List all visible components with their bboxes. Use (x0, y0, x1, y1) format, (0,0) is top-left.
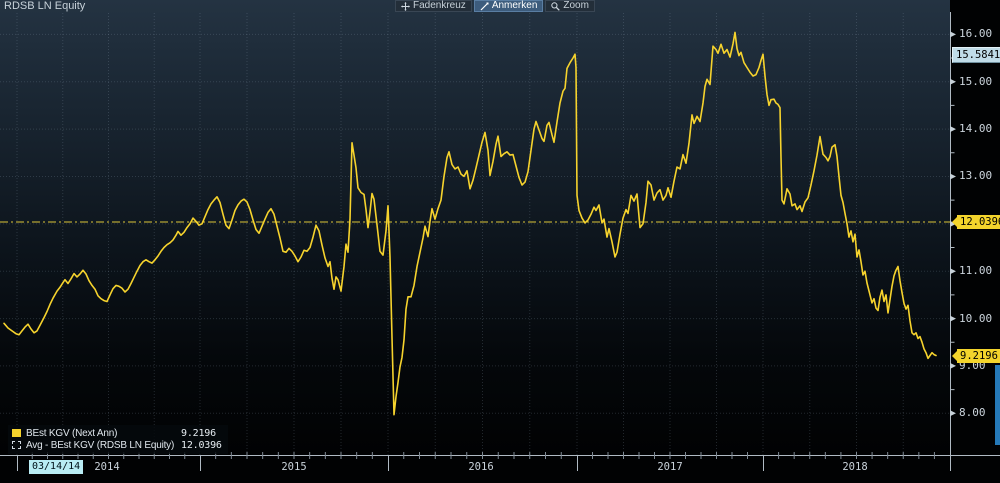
y-axis-tick-label: 10.00 (959, 311, 993, 325)
chart-toolbar: Fadenkreuz Anmerken Zoom (395, 0, 595, 12)
zoom-button-label: Zoom (563, 0, 589, 11)
y-axis-tick-label: 16.00 (959, 27, 993, 41)
annotate-button[interactable]: Anmerken (473, 0, 544, 12)
y-axis-tick-label: 13.00 (959, 169, 993, 183)
x-axis-year-label: 2014 (94, 461, 120, 473)
start-date-badge: 03/14/14 (29, 460, 84, 474)
y-axis-tick-label: 11.00 (959, 264, 993, 278)
security-title: RDSB LN Equity (4, 0, 86, 12)
x-axis-year-label: 2018 (842, 461, 868, 473)
zoom-button[interactable]: Zoom (545, 0, 595, 12)
crosshair-button[interactable]: Fadenkreuz (395, 0, 472, 12)
right-edge-scrollbar[interactable] (995, 365, 1000, 445)
crosshair-button-label: Fadenkreuz (413, 0, 466, 11)
legend-series-label: BEst KGV (Next Ann) (26, 427, 118, 439)
magnifier-icon (551, 1, 561, 11)
legend-average-label: Avg - BEst KGV (RDSB LN Equity) (26, 439, 175, 451)
x-axis-year-label: 2015 (281, 461, 307, 473)
y-axis-tick-label: 15.00 (959, 74, 993, 88)
chart-plot-area[interactable] (0, 0, 950, 455)
legend-average-value: 12.0396 (181, 439, 222, 451)
crosshair-icon (401, 1, 410, 11)
y-axis-tick-label: 14.00 (959, 122, 993, 136)
pencil-icon (480, 2, 489, 11)
chart-legend: BEst KGV (Next Ann) 9.2196 Avg - BEst KG… (8, 425, 228, 454)
legend-series-value: 9.2196 (181, 427, 216, 439)
average-swatch-icon (12, 441, 21, 449)
last-value-badge: 9.2196 (952, 348, 1000, 363)
legend-item-average[interactable]: Avg - BEst KGV (RDSB LN Equity) 12.0396 (12, 439, 222, 451)
y-axis-tick-label: 8.00 (959, 406, 986, 420)
x-axis-year-label: 2016 (468, 461, 494, 473)
average-value-badge: 12.0396 (951, 214, 1000, 229)
x-axis-year-label: 2017 (657, 461, 683, 473)
high-value-badge: 15.5841 (952, 47, 1000, 64)
legend-item-series[interactable]: BEst KGV (Next Ann) 9.2196 (12, 427, 222, 439)
annotate-button-label: Anmerken (491, 0, 538, 11)
series-swatch-icon (12, 429, 21, 437)
